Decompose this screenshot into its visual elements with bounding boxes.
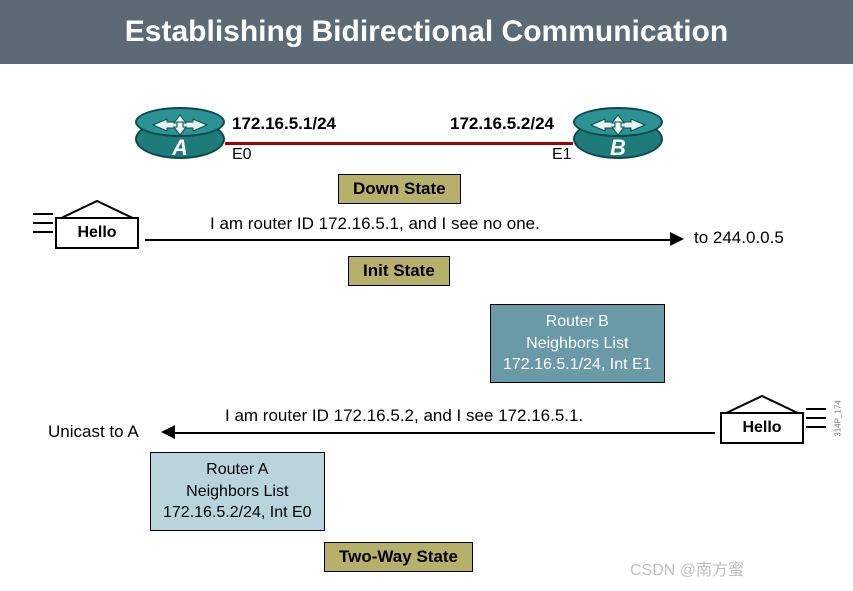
hello-b-label: Hello — [720, 412, 804, 444]
nb-a-line3: 172.16.5.2/24, Int E0 — [163, 502, 312, 524]
hello1-arrow-line — [145, 239, 670, 241]
nb-b-line2: Neighbors List — [503, 333, 652, 355]
router-b-neighbors: Router B Neighbors List 172.16.5.1/24, I… — [490, 304, 665, 383]
nb-b-line3: 172.16.5.1/24, Int E1 — [503, 354, 652, 376]
twoway-state-box: Two-Way State — [324, 542, 473, 572]
hello1-dest: to 244.0.0.5 — [694, 228, 784, 248]
router-a: A — [135, 119, 225, 159]
watermark: CSDN @南方蜜 — [630, 556, 744, 580]
router-b-label: B — [573, 135, 663, 161]
router-a-label: A — [135, 135, 225, 161]
router-link — [225, 142, 573, 145]
diagram-canvas: A B 172.16.5.1/24 172.16.5.2/24 E0 E1 Do… — [0, 64, 853, 591]
nb-b-line1: Router B — [503, 311, 652, 333]
down-state-box: Down State — [338, 174, 461, 204]
hello-envelope-b: Hello — [720, 394, 806, 444]
title-bar: Establishing Bidirectional Communication — [0, 0, 853, 64]
hello2-arrow-head — [161, 425, 175, 439]
init-state-box: Init State — [348, 256, 450, 286]
router-a-iface: E0 — [232, 146, 252, 164]
router-b: B — [573, 119, 663, 159]
side-code: 314P_174 — [834, 400, 843, 436]
hello2-dest: Unicast to A — [48, 422, 139, 442]
hello2-arrow-line — [175, 432, 715, 434]
router-b-ip: 172.16.5.2/24 — [450, 114, 554, 134]
hello1-arrow-head — [670, 232, 684, 246]
nb-a-line2: Neighbors List — [163, 481, 312, 503]
router-b-iface: E1 — [552, 146, 572, 164]
nb-a-line1: Router A — [163, 459, 312, 481]
router-a-ip: 172.16.5.1/24 — [232, 114, 336, 134]
hello-a-label: Hello — [55, 217, 139, 249]
hello-envelope-a: Hello — [55, 199, 141, 249]
page-title: Establishing Bidirectional Communication — [125, 15, 728, 49]
hello2-msg: I am router ID 172.16.5.2, and I see 172… — [225, 406, 583, 426]
router-a-neighbors: Router A Neighbors List 172.16.5.2/24, I… — [150, 452, 325, 531]
hello1-msg: I am router ID 172.16.5.1, and I see no … — [210, 214, 540, 234]
